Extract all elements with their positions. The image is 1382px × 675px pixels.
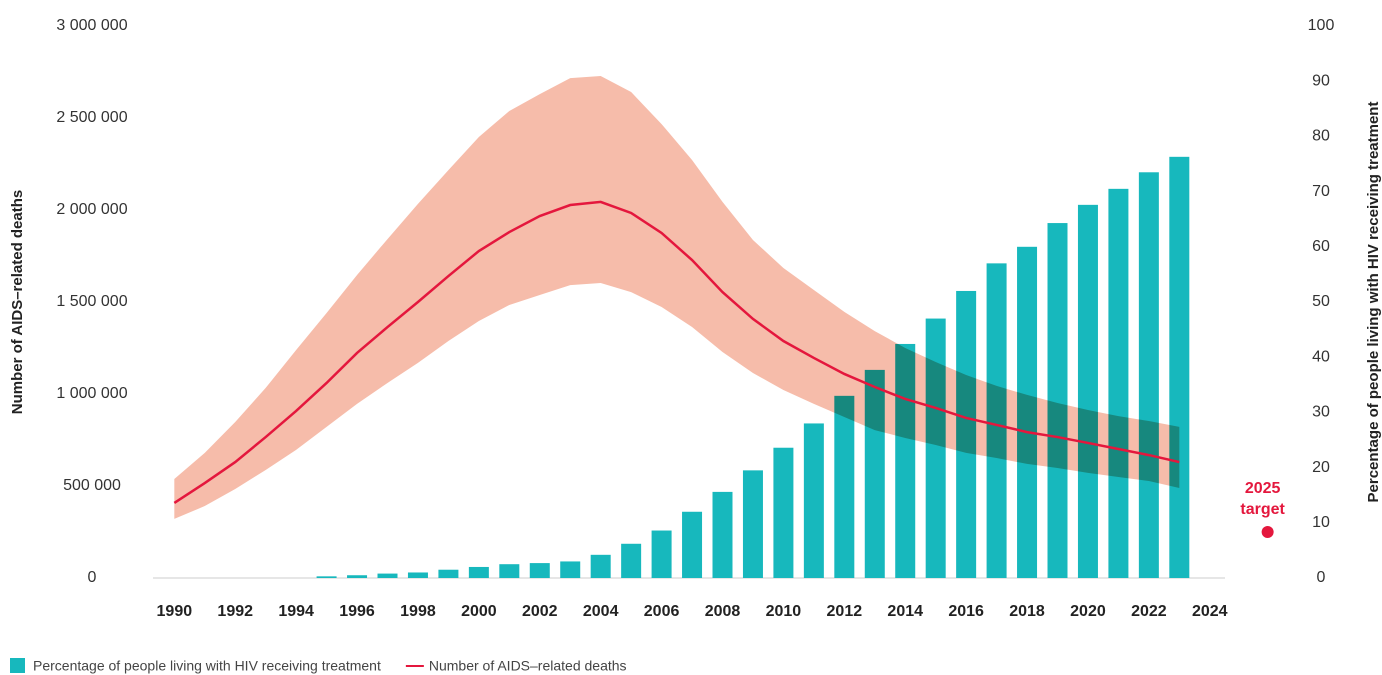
y-tick-label: 1 500 000 xyxy=(56,293,127,310)
bar xyxy=(742,470,763,578)
x-tick-label: 2000 xyxy=(461,603,497,620)
y-tick-label: 1 000 000 xyxy=(56,385,127,402)
line xyxy=(173,200,1180,504)
target-label: 2025 xyxy=(1245,480,1281,497)
bar xyxy=(468,566,489,578)
bar xyxy=(1077,204,1098,578)
target-point xyxy=(1261,526,1274,538)
bar xyxy=(1047,223,1068,578)
x-tick-label: 2008 xyxy=(705,603,741,620)
x-tick-label: 2012 xyxy=(827,603,863,620)
x-tick-label: 2016 xyxy=(948,603,984,620)
bar xyxy=(316,576,337,578)
bar xyxy=(651,530,672,578)
x-tick-label: 1992 xyxy=(217,603,253,620)
legend-label: Number of AIDS–related deaths xyxy=(429,658,627,674)
x-tick-label: 2006 xyxy=(644,603,680,620)
x-tick-label: 1998 xyxy=(400,603,436,620)
x-tick-label: 2018 xyxy=(1009,603,1045,620)
x-tick-label: 1990 xyxy=(157,603,193,620)
bar xyxy=(347,575,368,578)
y2-tick-label: 70 xyxy=(1312,183,1330,200)
x-tick-label: 2004 xyxy=(583,603,619,620)
y-axis-label: Number of AIDS–related deaths xyxy=(9,190,26,415)
x-tick-label: 2024 xyxy=(1192,603,1228,620)
x-tick-label: 2002 xyxy=(522,603,558,620)
y2-tick-label: 100 xyxy=(1308,17,1335,34)
bar xyxy=(712,491,733,578)
legend-label: Percentage of people living with HIV rec… xyxy=(33,658,381,674)
x-tick-label: 2020 xyxy=(1070,603,1106,620)
y2-tick-label: 30 xyxy=(1312,404,1330,421)
bar xyxy=(560,561,581,578)
y2-tick-label: 60 xyxy=(1312,238,1330,255)
y2-tick-label: 50 xyxy=(1312,293,1330,310)
y2-tick-label: 40 xyxy=(1312,348,1330,365)
y-tick-label: 0 xyxy=(88,569,97,586)
bar xyxy=(834,395,855,578)
bar xyxy=(803,423,824,578)
y-tick-label: 3 000 000 xyxy=(56,17,127,34)
legend-swatch xyxy=(10,658,25,673)
x-tick-label: 2022 xyxy=(1131,603,1167,620)
uncertainty-band xyxy=(174,76,1180,519)
bar xyxy=(529,563,550,578)
y-tick-label: 2 000 000 xyxy=(56,201,127,218)
bar xyxy=(1169,156,1190,578)
x-tick-label: 2010 xyxy=(766,603,802,620)
bar xyxy=(1108,188,1129,578)
y2-axis-label: Percentage of people living with HIV rec… xyxy=(1365,102,1382,503)
target-label: target xyxy=(1240,501,1285,518)
y-tick-label: 2 500 000 xyxy=(56,109,127,126)
bar xyxy=(407,572,428,578)
y2-tick-label: 0 xyxy=(1317,569,1326,586)
y2-tick-label: 10 xyxy=(1312,514,1330,531)
bar xyxy=(1138,172,1159,578)
x-tick-label: 2014 xyxy=(887,603,923,620)
y-tick-label: 500 000 xyxy=(63,477,121,494)
y2-tick-label: 80 xyxy=(1312,128,1330,145)
y2-tick-label: 20 xyxy=(1312,459,1330,476)
bar xyxy=(925,318,946,578)
x-tick-label: 1996 xyxy=(339,603,375,620)
y2-tick-label: 90 xyxy=(1312,72,1330,89)
x-tick-label: 1994 xyxy=(278,603,314,620)
bar xyxy=(590,554,611,578)
bar xyxy=(682,511,703,578)
bar xyxy=(499,564,520,578)
bar xyxy=(621,543,642,578)
bar xyxy=(438,569,459,578)
bar xyxy=(377,573,398,578)
bar xyxy=(773,447,794,578)
